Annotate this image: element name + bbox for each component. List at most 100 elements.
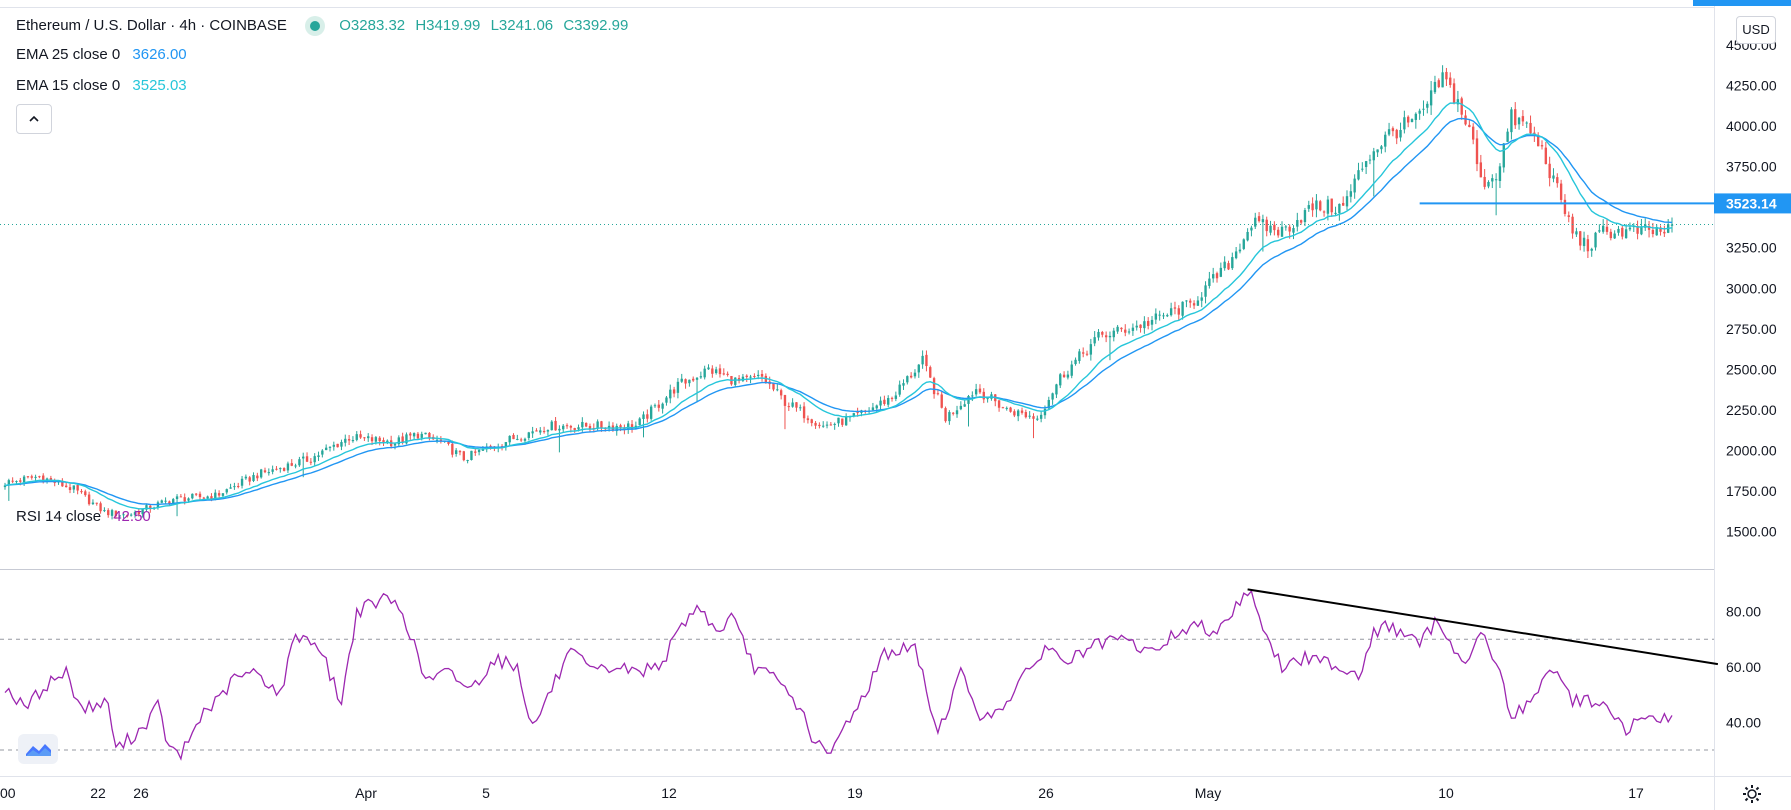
candle	[435, 435, 439, 444]
candle	[829, 422, 833, 426]
candle	[940, 391, 943, 409]
candle	[416, 431, 420, 441]
candle	[347, 434, 351, 445]
price-tick-label: 1750.00	[1726, 483, 1777, 499]
candle	[1601, 219, 1605, 234]
candle	[84, 489, 87, 497]
candle	[321, 449, 324, 458]
candle	[302, 452, 305, 478]
candle	[1414, 112, 1418, 129]
candle	[1659, 225, 1662, 236]
symbol-legend: Ethereum / U.S. Dollar · 4h · COINBASE O…	[16, 16, 634, 36]
candle	[638, 417, 641, 426]
candle	[1666, 219, 1670, 234]
candle	[72, 485, 76, 493]
ema15-legend[interactable]: EMA 15 close 0 3525.03	[16, 77, 187, 94]
candles-group	[3, 65, 1674, 520]
candle	[1277, 226, 1280, 238]
settings-gear-icon[interactable]	[1742, 784, 1762, 804]
candle	[516, 434, 519, 441]
candle	[944, 406, 947, 423]
candle	[554, 417, 557, 431]
candle	[1410, 118, 1414, 123]
candle	[955, 405, 959, 418]
candle	[432, 434, 435, 440]
candle	[630, 420, 634, 433]
candle	[1468, 120, 1471, 128]
candle	[902, 379, 905, 390]
rsi-tick-label: 60.00	[1726, 659, 1761, 675]
price-tick-label: 2750.00	[1726, 321, 1777, 337]
candle	[439, 436, 443, 444]
time-tick-label: 22	[90, 785, 106, 801]
rsi-line	[4, 589, 1673, 761]
candle	[237, 482, 240, 489]
candle	[1070, 360, 1073, 379]
candle	[1647, 220, 1651, 238]
candle	[558, 425, 561, 453]
candle	[11, 477, 14, 484]
candle	[137, 508, 141, 517]
ohlc-close: C3392.99	[563, 16, 629, 34]
candle	[795, 402, 798, 412]
candle	[367, 433, 370, 442]
candle	[1001, 406, 1005, 409]
candle	[7, 478, 11, 501]
candle	[1357, 162, 1360, 181]
candle	[1039, 411, 1043, 423]
time-tick-label: 26	[133, 785, 149, 801]
candle	[1223, 256, 1226, 271]
candle	[844, 413, 848, 426]
candle	[68, 483, 72, 494]
candle	[1269, 220, 1272, 236]
candle	[1082, 347, 1085, 358]
candle	[890, 396, 894, 402]
candle	[906, 375, 909, 385]
candle	[994, 393, 997, 407]
currency-button[interactable]: USD	[1736, 16, 1776, 44]
candle	[1104, 331, 1108, 343]
time-tick-label: 12	[661, 785, 677, 801]
candle	[470, 450, 473, 461]
candle	[1017, 409, 1020, 422]
candle	[76, 484, 79, 495]
candle	[932, 376, 936, 399]
candle	[871, 402, 875, 411]
candle	[1005, 406, 1008, 411]
candle	[1510, 107, 1513, 140]
candle	[405, 432, 408, 445]
candle	[1036, 415, 1039, 421]
rsi-legend[interactable]: RSI 14 close 42.50	[16, 508, 151, 525]
price-tick-label: 1500.00	[1726, 524, 1777, 540]
candle	[412, 432, 416, 441]
candle	[474, 448, 477, 456]
candle	[753, 373, 756, 379]
candle	[653, 403, 657, 408]
candle	[1571, 213, 1574, 239]
candle	[1131, 323, 1135, 336]
candle	[810, 418, 813, 427]
tradingview-logo-icon[interactable]	[18, 734, 58, 764]
candle	[1097, 329, 1100, 341]
candle	[1498, 163, 1502, 189]
rsi-trendline	[1247, 588, 1719, 666]
candle	[707, 364, 710, 370]
candle	[1380, 144, 1383, 154]
candle	[3, 482, 7, 490]
candle	[737, 375, 741, 384]
ohlc-open: O3283.32	[339, 16, 406, 34]
candle	[428, 431, 431, 441]
price-tick-label: 3000.00	[1726, 280, 1777, 296]
candle	[726, 371, 729, 377]
price-tick-label: 3750.00	[1726, 159, 1777, 175]
candle	[1108, 331, 1112, 361]
candle	[1552, 168, 1555, 183]
candle	[1544, 141, 1548, 165]
collapse-legend-button[interactable]	[16, 104, 52, 134]
candle	[1579, 230, 1582, 251]
candle	[1525, 121, 1528, 128]
candle	[1250, 225, 1253, 237]
ema25-legend[interactable]: EMA 25 close 0 3626.00	[16, 46, 187, 63]
candle	[1169, 302, 1173, 317]
